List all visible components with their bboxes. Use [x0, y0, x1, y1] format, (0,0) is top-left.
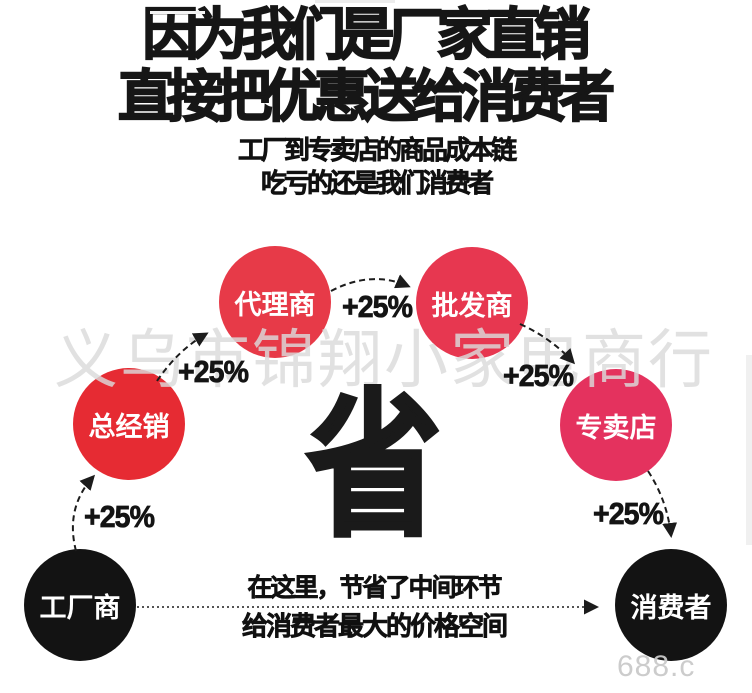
top-artifact-smudge: [315, 0, 395, 3]
bottom-note-line-2: 给消费者最大的价格空间: [241, 611, 509, 642]
corner-watermark-text: 688.c: [617, 650, 696, 683]
flow-node-exclusive-store-label: 专卖店: [575, 412, 657, 443]
save-character: 省: [305, 379, 443, 555]
flow-node-consumer-label: 消费者: [630, 592, 712, 623]
page-title: 因为我们是厂家直销 直接把优惠送给消费者: [0, 3, 726, 129]
arrow-wholesaler-to-store: [519, 323, 576, 365]
title-line-2: 直接把优惠送给消费者: [117, 65, 616, 129]
flow-node-consumer: 消费者: [615, 549, 727, 661]
bottom-note-line-1: 在这里，节省了中间环节: [247, 574, 503, 603]
subtitle: 工厂到专卖店的商品成本链 吃亏的还是我们消费者: [0, 134, 752, 200]
flow-node-agent: 代理商: [219, 246, 331, 358]
increase-label-5: +25%: [592, 496, 665, 532]
flow-node-factory: 工厂商: [24, 549, 136, 661]
flow-node-wholesaler-label: 批发商: [431, 290, 513, 321]
flow-node-general-distributor: 总经销: [73, 368, 185, 480]
flow-node-general-distributor-label: 总经销: [88, 411, 170, 442]
flow-node-wholesaler: 批发商: [416, 247, 528, 359]
top-artifact-smudge: [150, 11, 205, 14]
increase-label-3: +25%: [341, 289, 414, 325]
title-line-1: 因为我们是厂家直销: [142, 3, 592, 67]
bottom-note: 在这里，节省了中间环节 给消费者最大的价格空间: [0, 572, 748, 643]
increase-label-2: +25%: [177, 354, 250, 390]
increase-label-4: +25%: [502, 358, 575, 394]
flow-node-factory-label: 工厂商: [39, 592, 121, 623]
subtitle-line-1: 工厂到专卖店的商品成本链: [237, 135, 518, 166]
flow-node-agent-label: 代理商: [234, 289, 316, 320]
subtitle-line-2: 吃亏的还是我们消费者: [260, 168, 495, 199]
right-edge-artifact: [746, 355, 752, 545]
flow-node-exclusive-store: 专卖店: [560, 369, 672, 481]
increase-label-1: +25%: [83, 499, 156, 535]
